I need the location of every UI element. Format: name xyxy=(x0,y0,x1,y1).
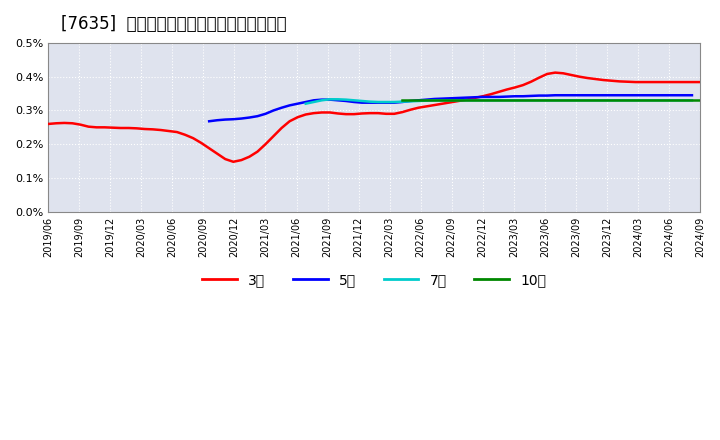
Text: [7635]  経常利益マージンの標準偏差の推移: [7635] 経常利益マージンの標準偏差の推移 xyxy=(61,15,287,33)
Legend: 3年, 5年, 7年, 10年: 3年, 5年, 7年, 10年 xyxy=(197,268,552,293)
